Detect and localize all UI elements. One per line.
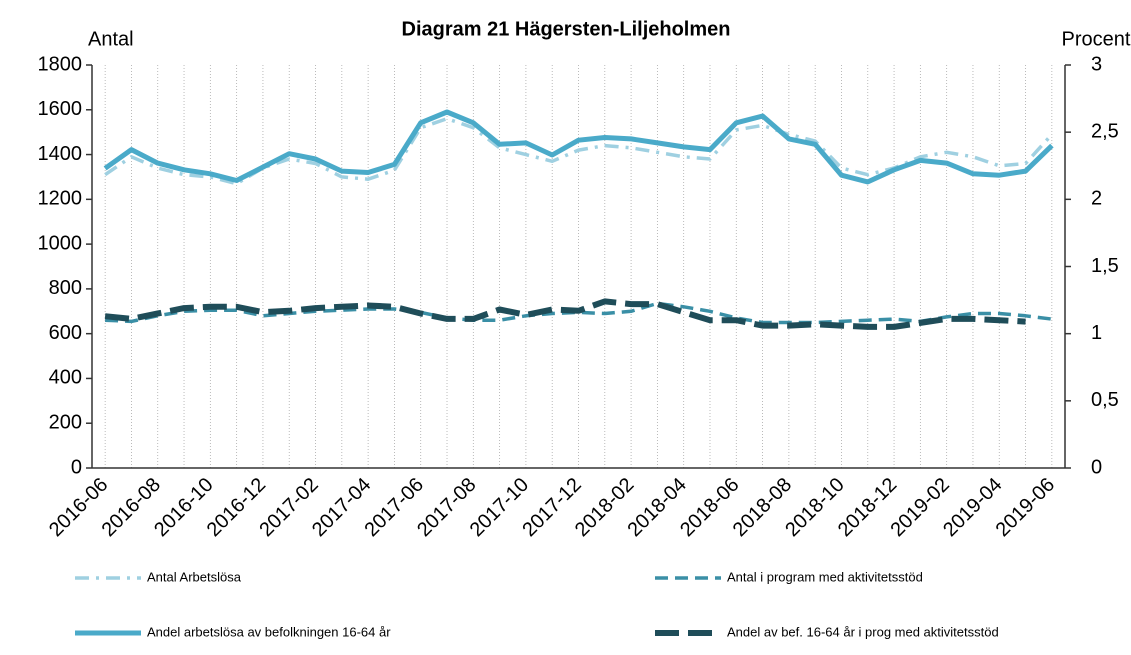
y2-tick-label: 0,5 bbox=[1091, 389, 1119, 411]
y2-axis-label: Procent bbox=[1062, 28, 1131, 50]
y-tick-label: 800 bbox=[49, 277, 82, 299]
legend-label: Antal Arbetslösa bbox=[147, 569, 242, 584]
y-tick-label: 1000 bbox=[38, 232, 83, 254]
legend-label: Antal i program med aktivitetsstöd bbox=[727, 569, 923, 584]
x-tick-label: 2019-06 bbox=[992, 474, 1059, 541]
chart-title: Diagram 21 Hägersten-Liljeholmen bbox=[402, 18, 731, 40]
series-line bbox=[104, 298, 1026, 330]
y-tick-label: 1800 bbox=[38, 53, 83, 75]
y2-tick-label: 2 bbox=[1091, 188, 1102, 210]
y-axis-label: Antal bbox=[88, 28, 134, 50]
y-tick-label: 200 bbox=[49, 412, 82, 434]
y2-tick-label: 2,5 bbox=[1091, 120, 1119, 142]
y-tick-label: 600 bbox=[49, 322, 82, 344]
legend-label: Andel arbetslösa av befolkningen 16-64 å… bbox=[147, 624, 391, 639]
y2-tick-label: 3 bbox=[1091, 53, 1102, 75]
y-tick-label: 0 bbox=[71, 456, 82, 478]
legend-label: Andel av bef. 16-64 år i prog med aktivi… bbox=[727, 624, 999, 639]
y2-tick-label: 0 bbox=[1091, 456, 1102, 478]
y-tick-label: 1600 bbox=[38, 98, 83, 120]
y-tick-label: 1200 bbox=[38, 188, 83, 210]
y2-tick-label: 1 bbox=[1091, 322, 1102, 344]
y2-tick-label: 1,5 bbox=[1091, 255, 1119, 277]
series-line bbox=[103, 109, 1054, 185]
y-tick-label: 1400 bbox=[38, 143, 83, 165]
y-tick-label: 400 bbox=[49, 367, 82, 389]
